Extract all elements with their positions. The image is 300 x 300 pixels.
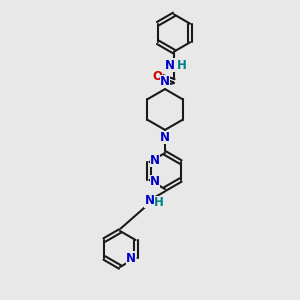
Text: N: N — [144, 194, 154, 208]
Text: N: N — [160, 75, 170, 88]
Text: O: O — [152, 70, 163, 83]
Text: N: N — [150, 175, 160, 188]
Text: N: N — [150, 154, 160, 167]
Text: H: H — [154, 196, 164, 209]
Text: N: N — [160, 131, 170, 144]
Text: N: N — [164, 58, 175, 72]
Text: N: N — [126, 251, 136, 265]
Text: H: H — [177, 58, 187, 72]
